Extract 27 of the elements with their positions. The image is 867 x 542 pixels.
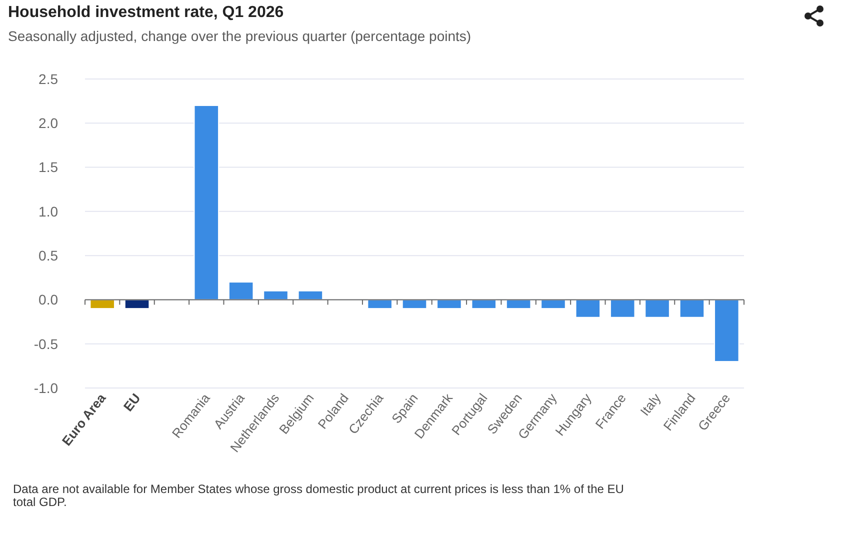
y-tick-label: 1.5 (38, 159, 58, 176)
bar (714, 299, 740, 362)
y-tick-label: 0.0 (38, 292, 58, 308)
y-tick-label: 1.0 (38, 203, 58, 220)
bar (228, 282, 254, 300)
bar (124, 299, 150, 310)
chart-subtitle: Seasonally adjusted, change over the previous quarter (percentage points) (8, 28, 472, 44)
chart-title: Household investment rate, Q1 2026 (8, 4, 284, 21)
bar (194, 104, 220, 300)
x-tick-label: EU (120, 390, 144, 414)
bar (575, 299, 601, 318)
bar (367, 299, 392, 310)
bar (540, 299, 566, 310)
y-tick-label: 2.0 (38, 115, 58, 132)
bar (471, 299, 497, 310)
bar (402, 299, 428, 310)
text: Data are not available for Member States whose gross domestic product at current prices is less than 1% of the EU total GDP. (13, 482, 625, 509)
bar (90, 299, 115, 310)
bar (436, 299, 462, 310)
bar (610, 299, 636, 318)
bar (679, 299, 705, 318)
bar (644, 299, 670, 318)
bar (506, 299, 532, 310)
y-tick-label: -0.5 (34, 336, 58, 352)
y-tick-label: -1.0 (34, 380, 58, 396)
y-tick-label: 0.5 (38, 247, 58, 264)
y-tick-label: 2.5 (38, 70, 58, 87)
